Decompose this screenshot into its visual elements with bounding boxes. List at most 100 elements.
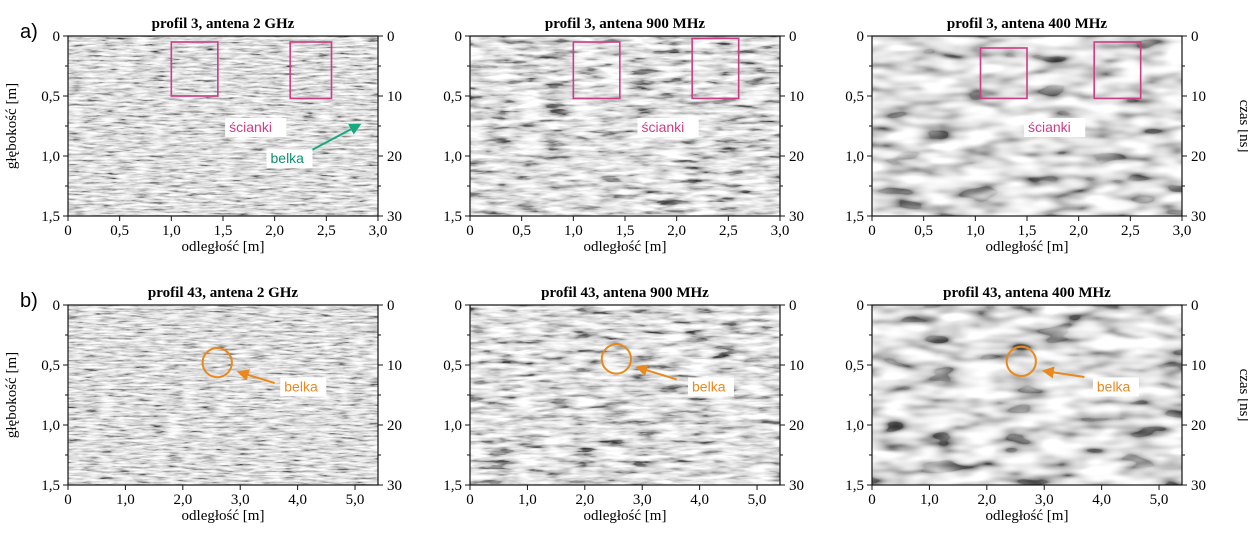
x-tick-label: 3,0	[231, 492, 250, 508]
x-tick-label: 0	[64, 223, 72, 239]
time-tick-label: 0	[387, 29, 395, 45]
x-tick-label: 1,0	[518, 492, 537, 508]
panel-title: profil 43, antena 900 MHz	[541, 285, 709, 301]
x-tick-label: 2,5	[719, 223, 738, 239]
time-tick-label: 0	[1191, 298, 1199, 314]
panel-r1-p1: profil 43, antena 900 MHz00,51,01,501020…	[443, 285, 804, 524]
time-tick-label: 20	[789, 418, 804, 434]
x-tick-label: 3,0	[771, 223, 790, 239]
x-tick-label: 2,5	[317, 223, 336, 239]
annotation-label-bg	[637, 118, 699, 137]
xlabel: odległość [m]	[986, 508, 1069, 524]
depth-tick-label: 1,0	[41, 418, 60, 434]
time-tick-label: 10	[789, 358, 804, 374]
panel-title: profil 3, antena 400 MHz	[947, 16, 1107, 32]
time-tick-label: 10	[789, 89, 804, 105]
x-tick-label: 0	[64, 492, 72, 508]
ylabel-left: głębokość [m]	[4, 83, 20, 169]
x-tick-label: 1,5	[1018, 223, 1037, 239]
wall-marker-box	[979, 47, 1028, 100]
annotation-label-bg	[280, 377, 327, 397]
time-tick-label: 20	[387, 149, 402, 165]
depth-tick-label: 0,5	[41, 89, 60, 105]
wall-marker-box	[572, 41, 621, 100]
xlabel: odległość [m]	[986, 239, 1069, 255]
x-tick-label: 2,0	[575, 492, 594, 508]
xlabel: odległość [m]	[584, 508, 667, 524]
beam-marker-circle	[1005, 345, 1037, 378]
time-tick-label: 20	[789, 149, 804, 165]
depth-tick-label: 1,5	[443, 478, 462, 494]
beam-marker-circle	[201, 346, 233, 379]
depth-tick-label: 0	[857, 29, 865, 45]
panel-title: profil 3, antena 900 MHz	[545, 16, 705, 32]
time-tick-label: 10	[387, 358, 402, 374]
xlabel: odległość [m]	[182, 508, 265, 524]
time-tick-label: 20	[1191, 149, 1206, 165]
radargram-image	[470, 36, 780, 216]
time-tick-label: 30	[789, 478, 804, 494]
depth-tick-label: 0,5	[41, 358, 60, 374]
time-tick-label: 0	[789, 29, 797, 45]
x-tick-label: 3,0	[369, 223, 388, 239]
x-tick-label: 2,5	[1121, 223, 1140, 239]
time-tick-label: 30	[1191, 478, 1206, 494]
panel-r0-p1: profil 3, antena 900 MHz00,51,01,5010203…	[443, 16, 804, 255]
annotation-label: belka	[1097, 378, 1131, 394]
wall-marker-box	[289, 41, 333, 100]
annotation-label: belka	[692, 378, 726, 394]
x-tick-label: 1,0	[920, 492, 939, 508]
annotation-arrow	[1041, 366, 1085, 379]
depth-tick-label: 1,5	[41, 209, 60, 225]
row-label: a)	[20, 21, 38, 43]
panel-title: profil 43, antena 400 MHz	[943, 285, 1111, 301]
ylabel-right: czas [ns]	[1236, 369, 1248, 422]
depth-tick-label: 0	[455, 29, 463, 45]
depth-tick-label: 1,5	[443, 209, 462, 225]
time-tick-label: 0	[789, 298, 797, 314]
x-tick-label: 0,5	[914, 223, 933, 239]
x-tick-label: 1,5	[616, 223, 635, 239]
time-tick-label: 10	[387, 89, 402, 105]
wall-marker-box	[170, 41, 219, 97]
x-tick-label: 4,0	[1092, 492, 1111, 508]
x-tick-label: 3,0	[633, 492, 652, 508]
depth-tick-label: 0,5	[845, 358, 864, 374]
x-tick-label: 5,0	[1150, 492, 1169, 508]
radargram-image	[68, 36, 378, 216]
time-tick-label: 10	[1191, 358, 1206, 374]
x-tick-label: 0,5	[110, 223, 129, 239]
x-tick-label: 0	[868, 492, 876, 508]
panel-title: profil 43, antena 2 GHz	[148, 285, 298, 301]
depth-tick-label: 0	[857, 298, 865, 314]
x-tick-label: 1,0	[116, 492, 135, 508]
time-tick-label: 0	[387, 298, 395, 314]
depth-tick-label: 0,5	[443, 358, 462, 374]
x-tick-label: 1,0	[564, 223, 583, 239]
x-tick-label: 3,0	[1035, 492, 1054, 508]
xlabel: odległość [m]	[584, 239, 667, 255]
x-tick-label: 2,0	[1069, 223, 1088, 239]
depth-tick-label: 1,5	[845, 478, 864, 494]
time-tick-label: 10	[1191, 89, 1206, 105]
x-tick-label: 1,0	[162, 223, 181, 239]
x-tick-label: 0	[466, 223, 474, 239]
depth-tick-label: 0,5	[443, 89, 462, 105]
time-tick-label: 20	[1191, 418, 1206, 434]
x-tick-label: 0,5	[512, 223, 531, 239]
annotation-label-bg	[266, 149, 313, 169]
beam-marker-circle	[600, 343, 633, 375]
panel-title: profil 3, antena 2 GHz	[152, 16, 295, 32]
depth-tick-label: 0	[53, 298, 61, 314]
depth-tick-label: 1,5	[41, 478, 60, 494]
x-tick-label: 4,0	[288, 492, 307, 508]
depth-tick-label: 1,0	[41, 149, 60, 165]
ylabel-right: czas [ns]	[1236, 100, 1248, 153]
x-tick-label: 5,0	[346, 492, 365, 508]
radargram-image	[68, 305, 378, 485]
x-tick-label: 5,0	[748, 492, 767, 508]
time-tick-label: 30	[1191, 209, 1206, 225]
time-tick-label: 30	[789, 209, 804, 225]
depth-tick-label: 1,5	[845, 209, 864, 225]
panel-r0-p0: profil 3, antena 2 GHz00,51,01,501020300…	[41, 16, 402, 255]
